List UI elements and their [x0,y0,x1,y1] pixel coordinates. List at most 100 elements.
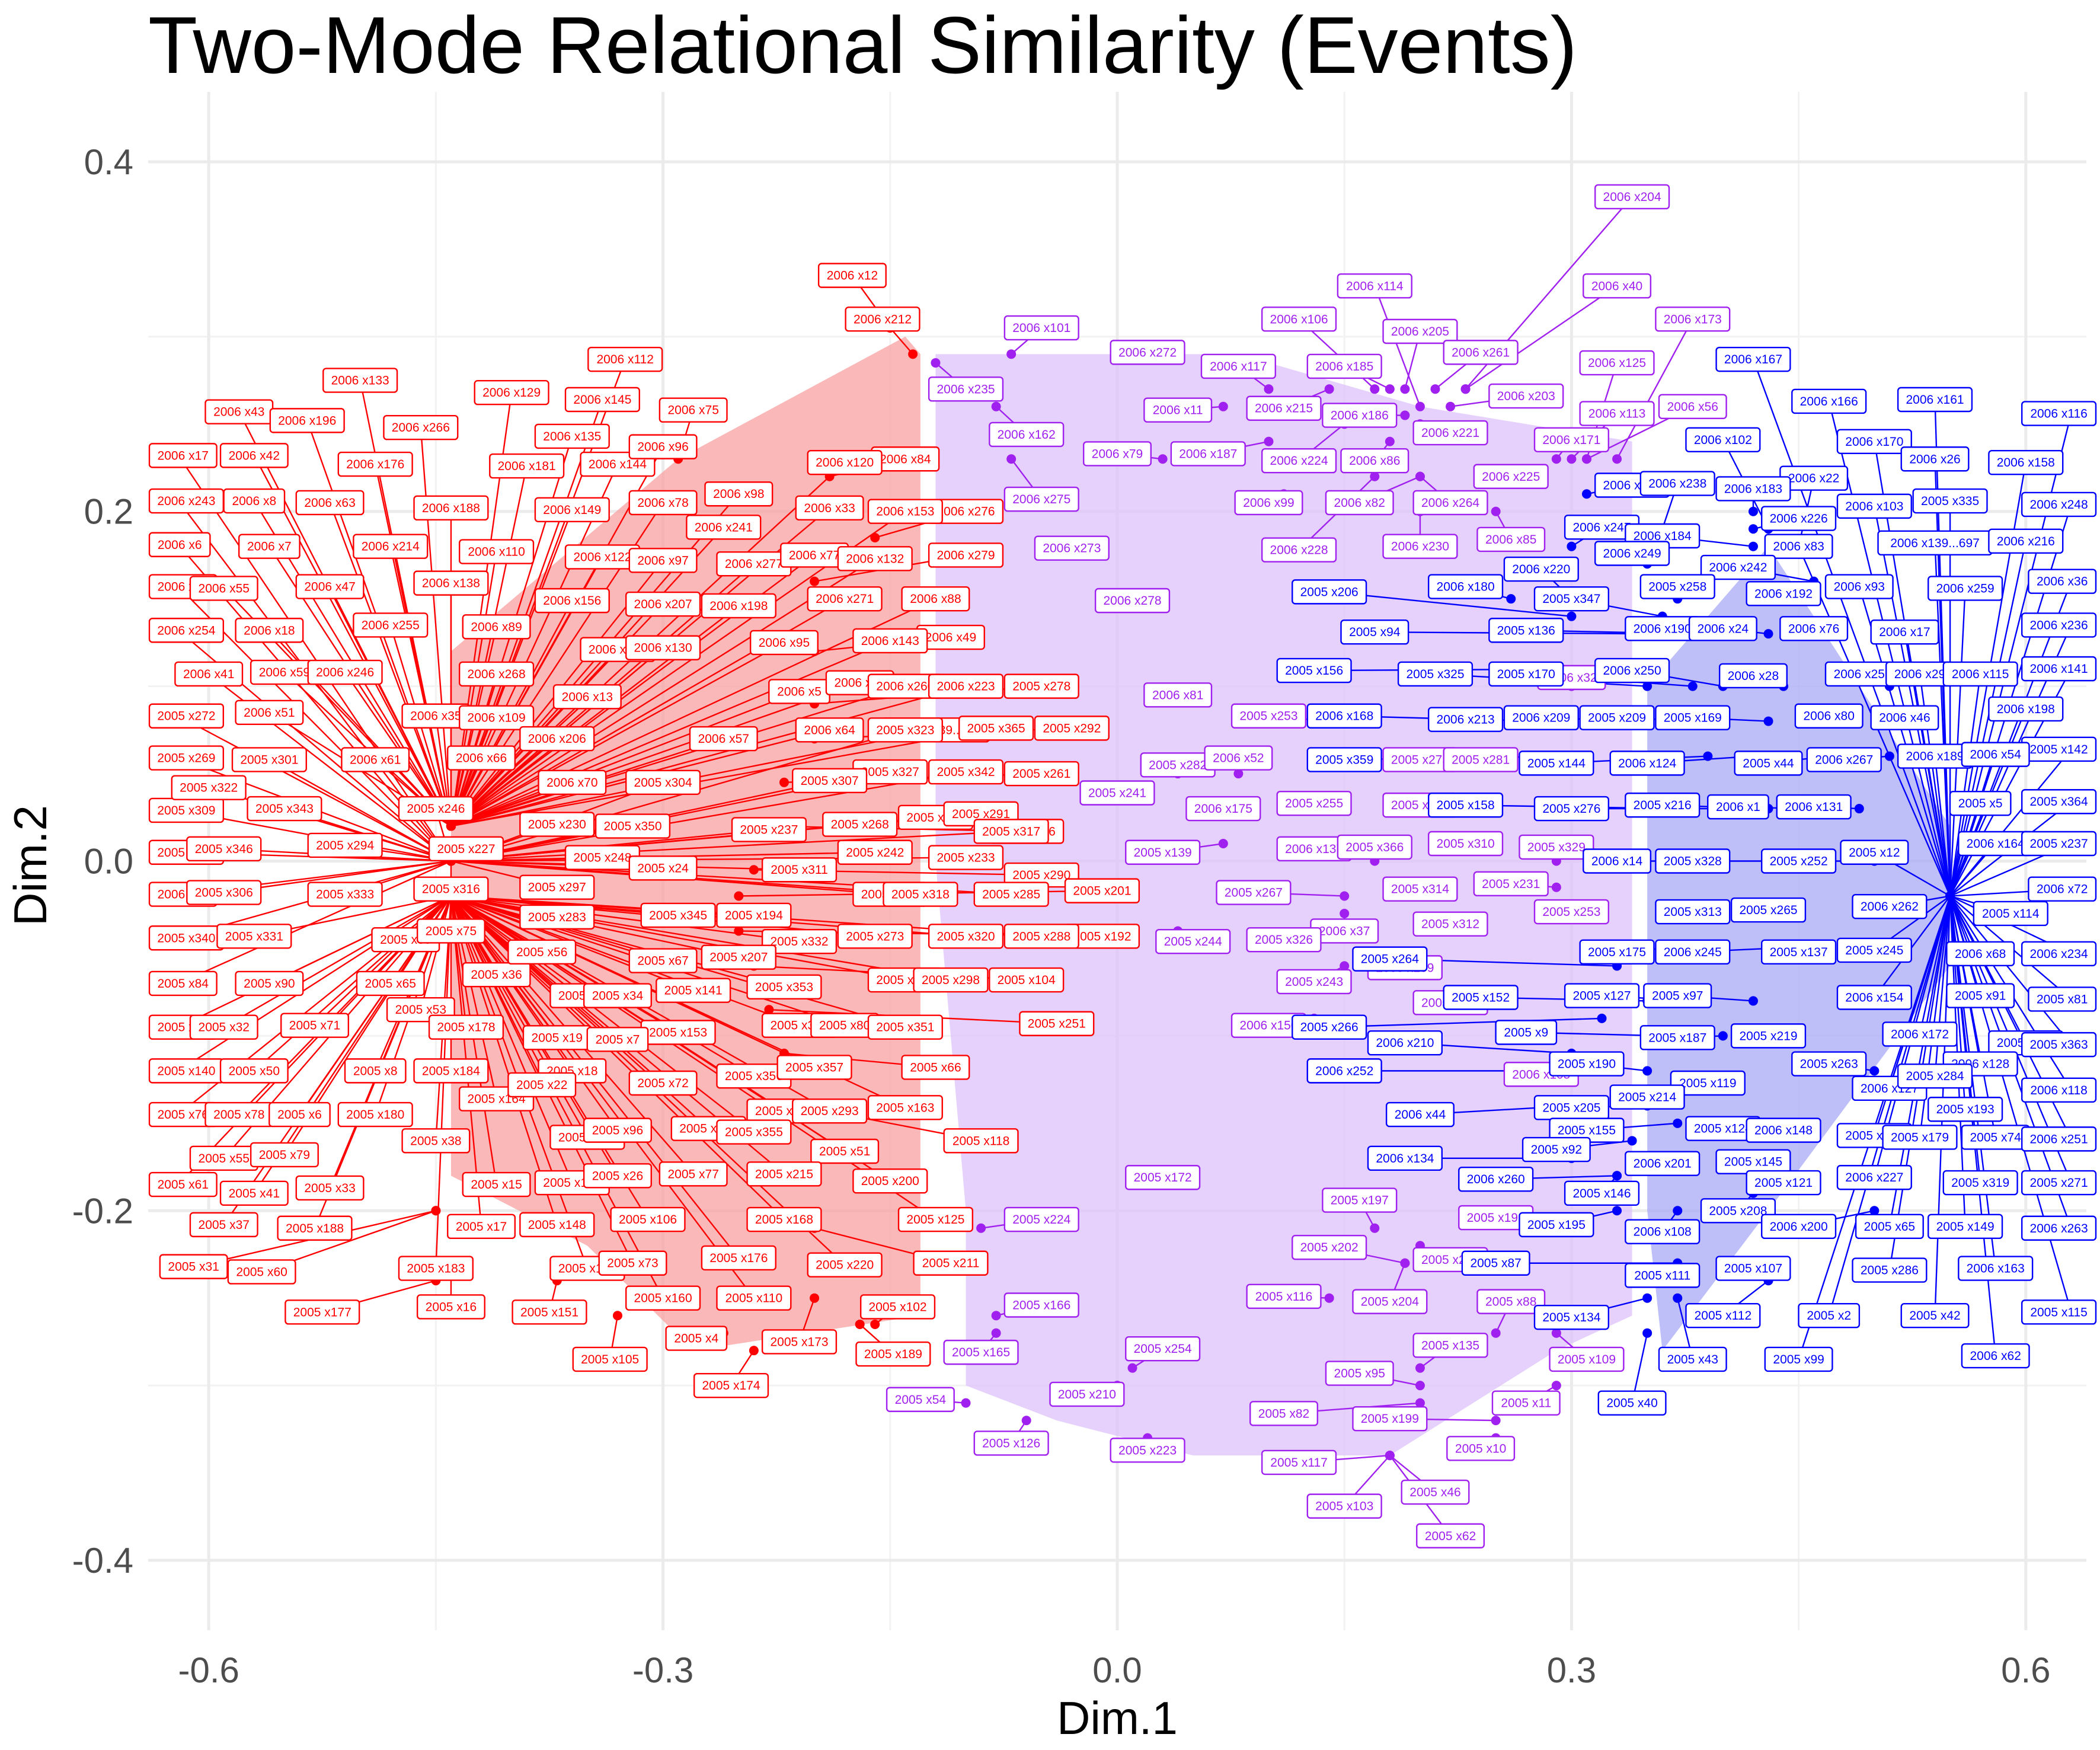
purple-event-point [1415,1381,1425,1390]
purple-event-point [1370,384,1379,394]
label-text: 2006 x198 [1997,702,2055,716]
label-text: 2005 x317 [982,825,1040,838]
x-tick-label: 0.3 [1547,1650,1596,1690]
label-text: 2005 x151 [520,1305,578,1319]
blue-event-label: 2005 x137 [1762,940,1836,964]
label-text: 2005 x275 [1391,753,1449,767]
label-text: 2005 x294 [316,839,374,852]
label-text: 2005 x126 [982,1436,1040,1450]
red-event-label: 2006 x96 [629,435,697,459]
red-event-label: 2005 x278 [1005,675,1079,698]
purple-event-point [1385,384,1395,394]
label-text: 2005 x350 [603,820,661,834]
red-event-label: 2005 x37 [190,1213,258,1237]
red-event-label: 2005 x50 [220,1059,288,1082]
red-event-label: 2006 x196 [270,408,344,432]
purple-event-label: 2006 x79 [1083,442,1151,465]
label-text: 2005 x271 [2030,1176,2088,1190]
x-tick-label: -0.3 [632,1650,693,1690]
label-text: 2006 x162 [998,428,1056,442]
blue-event-label: 2005 x252 [1762,850,1836,873]
blue-event-label: 2005 x328 [1655,850,1730,873]
label-text: 2006 x273 [1043,542,1101,555]
label-text: 2005 x115 [2030,1305,2088,1319]
red-event-label: 2006 x88 [902,587,970,611]
label-text: 2005 x211 [922,1257,980,1270]
label-text: 2006 x129 [482,386,541,400]
label-text: 2005 x230 [528,818,586,832]
blue-event-label: 2005 x99 [1765,1347,1833,1371]
label-text: 2006 x230 [1391,540,1449,554]
red-event-label: 2005 x184 [414,1059,488,1082]
purple-event-label: 2006 x114 [1338,274,1412,298]
label-text: 2006 x40 [1591,279,1642,293]
red-event-label: 2006 x271 [808,587,882,611]
purple-event-label: 2006 x225 [1474,465,1548,488]
label-text: 2006 x279 [936,548,995,562]
red-event-label: 2005 x298 [914,968,988,992]
label-text: 2005 x298 [922,973,980,987]
red-event-point [779,778,789,787]
label-text: 2005 x267 [1225,886,1283,900]
label-text: 2005 x243 [1285,975,1343,989]
label-text: 2005 x65 [1864,1220,1915,1234]
blue-event-point [1945,891,1955,900]
label-text: 2005 x200 [861,1174,919,1188]
red-event-label: 2005 x261 [1005,762,1079,785]
label-text: 2006 x82 [1334,496,1385,510]
label-text: 2005 x165 [952,1346,1010,1359]
label-text: 2005 x99 [1773,1353,1824,1366]
red-event-point [810,1294,819,1303]
blue-event-point [1628,1136,1637,1145]
blue-event-label: 2006 x116 [2022,402,2096,426]
blue-event-label: 2005 x266 [1292,1015,1366,1039]
red-event-label: 2006 x149 [535,498,609,522]
red-event-label: 2006 x42 [220,443,288,467]
label-text: 2006 x250 [1603,664,1661,678]
red-event-label: 2005 x322 [172,776,246,800]
red-event-label: 2006 x207 [626,592,700,616]
blue-event-label: 2005 x91 [1946,984,2014,1008]
label-text: 2005 x309 [157,804,215,817]
label-text: 2006 x52 [1213,752,1264,765]
red-event-label: 2006 x212 [846,307,920,331]
purple-event-point [1400,411,1409,420]
label-text: 2006 x167 [1724,353,1782,366]
label-text: 2005 x78 [213,1108,264,1122]
label-text: 2006 x61 [350,753,401,767]
red-event-label: 2005 x16 [417,1295,485,1318]
blue-event-label: 2006 x36 [2028,570,2096,593]
label-text: 2005 x124 [1694,1122,1752,1136]
blue-event-label: 2005 x258 [1641,575,1715,599]
label-text: 2005 x111 [1634,1269,1690,1282]
label-text: 2006 x95 [759,636,810,650]
red-event-label: 2006 x130 [626,636,700,660]
label-text: 2005 x156 [1285,664,1343,678]
purple-event-label: 2006 x86 [1341,449,1408,472]
blue-event-label: 2006 x248 [2022,493,2096,516]
red-event-label: 2006 x12 [819,264,886,288]
blue-event-label: 2006 x249 [1595,542,1669,566]
label-text: 2005 x219 [1739,1029,1797,1043]
label-text: 2005 x36 [471,968,522,982]
purple-event-label: 2006 x278 [1095,589,1169,612]
blue-event-point [1703,752,1712,761]
label-text: 2006 x145 [573,393,631,407]
blue-event-label: 2006 x93 [1826,575,1893,599]
purple-event-point [1264,384,1273,394]
label-text: 2005 x306 [195,886,253,900]
red-event-label: 2005 x177 [285,1300,359,1324]
label-text: 2005 x210 [1058,1388,1116,1401]
label-text: 2005 x2 [1807,1309,1851,1323]
purple-event-label: 2005 x241 [1081,781,1155,804]
blue-event-label: 2005 x112 [1686,1304,1760,1327]
purple-event-label: 2006 x204 [1595,185,1669,209]
label-text: 2005 x33 [304,1181,355,1195]
red-event-label: 2005 x320 [929,924,1003,948]
label-text: 2005 x363 [2030,1038,2088,1052]
purple-event-label: 2005 x126 [974,1431,1049,1455]
blue-event-label: 2005 x65 [1856,1215,1923,1238]
label-text: 2006 x188 [422,502,480,515]
label-text: 2005 x179 [1891,1131,1949,1144]
red-event-label: 2006 x7 [239,535,299,558]
